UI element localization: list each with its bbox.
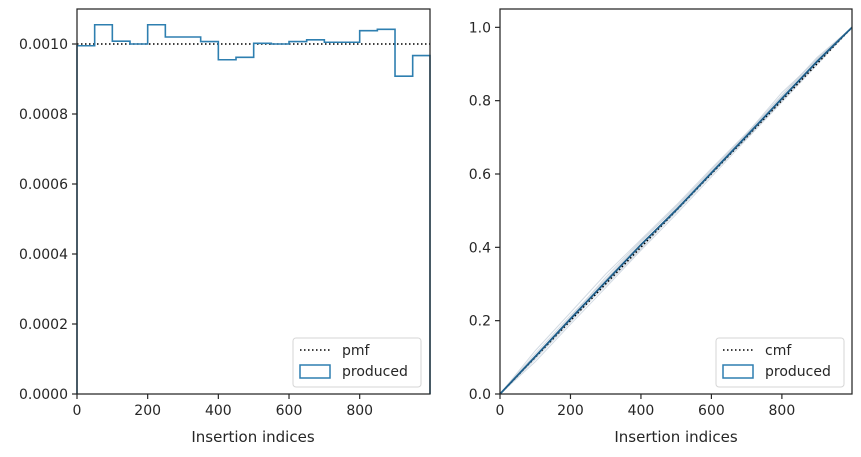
legend-handle-produced bbox=[299, 364, 331, 379]
x-tick-label: 600 bbox=[698, 403, 725, 419]
x-tick-label: 800 bbox=[769, 403, 796, 419]
y-tick-label: 0.6 bbox=[469, 167, 491, 183]
y-tick-label: 0.0000 bbox=[19, 387, 68, 403]
x-tick-label: 400 bbox=[628, 403, 655, 419]
legend-label-produced: produced bbox=[765, 364, 831, 380]
pmf-histogram-panel: 0 200 400 600 800 0.0000 0.0002 0.0004 0.0006 0.0… bbox=[19, 8, 431, 446]
tick-layer: 0 200 400 600 800 0.0000 0.0002 0.0004 0.0006 0.0… bbox=[19, 37, 373, 419]
legend-label-pmf: pmf bbox=[342, 343, 371, 359]
background-sample-line bbox=[499, 26, 853, 395]
produced-line bbox=[499, 26, 853, 395]
y-tick-label: 0.0002 bbox=[19, 317, 68, 333]
background-sample-line bbox=[499, 26, 853, 395]
legend: cmf produced bbox=[715, 337, 845, 388]
x-axis-label: Insertion indices bbox=[614, 428, 737, 446]
y-tick-label: 0.0010 bbox=[19, 37, 68, 53]
y-tick-label: 0.8 bbox=[469, 94, 491, 110]
axes-frame bbox=[499, 8, 853, 395]
y-tick-label: 0.0 bbox=[469, 387, 491, 403]
y-tick-label: 0.0008 bbox=[19, 107, 68, 123]
tick-layer: 0 200 400 600 800 0.0 0.2 0.4 0.6 0.8 1.0 bbox=[469, 20, 796, 419]
x-tick-label: 400 bbox=[205, 403, 232, 419]
cmf-panel: 0 200 400 600 800 0.0 0.2 0.4 0.6 0.8 1.0 Insertio… bbox=[469, 8, 853, 446]
y-tick-label: 0.0006 bbox=[19, 177, 68, 193]
cmf-line bbox=[499, 26, 853, 395]
background-sample-line bbox=[499, 26, 853, 395]
series-layer bbox=[499, 26, 853, 395]
legend-handle-produced bbox=[722, 364, 754, 379]
series-layer bbox=[76, 23, 431, 394]
y-tick-label: 1.0 bbox=[469, 20, 491, 36]
axes-frame bbox=[76, 8, 431, 395]
x-axis-label: Insertion indices bbox=[191, 428, 314, 446]
produced-step-line bbox=[76, 23, 431, 394]
y-tick-label: 0.2 bbox=[469, 314, 491, 330]
legend-label-cmf: cmf bbox=[765, 343, 792, 359]
x-tick-label: 200 bbox=[557, 403, 584, 419]
y-tick-label: 0.0004 bbox=[19, 247, 68, 263]
x-tick-label: 0 bbox=[496, 403, 505, 419]
background-sample-line bbox=[499, 26, 853, 395]
x-tick-label: 600 bbox=[276, 403, 303, 419]
y-tick-label: 0.4 bbox=[469, 240, 491, 256]
plot-area bbox=[77, 9, 430, 394]
x-tick-label: 800 bbox=[346, 403, 373, 419]
x-tick-label: 0 bbox=[73, 403, 82, 419]
legend-label-produced: produced bbox=[342, 364, 408, 380]
x-tick-label: 200 bbox=[134, 403, 161, 419]
legend: pmf produced bbox=[292, 337, 422, 388]
